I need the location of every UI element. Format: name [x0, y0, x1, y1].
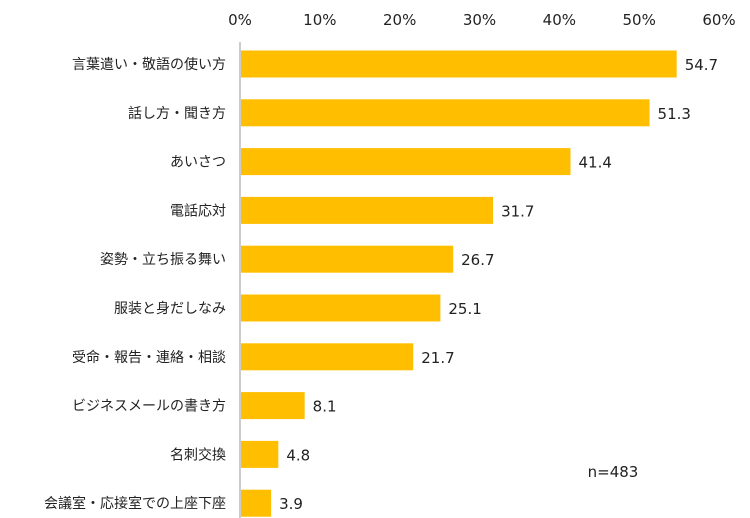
category-label: 姿勢・立ち振る舞い	[100, 252, 226, 268]
bar-value-label: 51.3	[658, 105, 691, 123]
x-tick-label: 50%	[622, 11, 655, 29]
bar-value-label: 41.4	[579, 154, 612, 172]
bar	[241, 196, 494, 224]
category-label: 受命・報告・連絡・相談	[72, 349, 226, 366]
bar	[241, 294, 441, 322]
bar	[241, 392, 305, 420]
category-labels: 言葉遣い・敬語の使い方話し方・聞き方あいさつ電話応対姿勢・立ち振る舞い服装と身だ…	[44, 56, 226, 512]
bar-value-label: 3.9	[279, 495, 303, 513]
category-label: 会議室・応接室での上座下座	[44, 495, 226, 512]
category-label: ビジネスメールの書き方	[72, 399, 226, 415]
x-axis-ticks: 0% 10% 20% 30% 40% 50% 60%	[228, 11, 736, 29]
category-label: 言葉遣い・敬語の使い方	[72, 56, 226, 73]
x-tick-label: 20%	[383, 11, 416, 29]
bar-value-label: 26.7	[461, 251, 494, 269]
bar-value-label: 21.7	[421, 349, 454, 367]
bar	[241, 343, 414, 371]
x-tick-label: 40%	[543, 11, 576, 29]
category-label: 話し方・聞き方	[128, 105, 226, 122]
x-tick-label: 30%	[463, 11, 496, 29]
bar-value-label: 31.7	[501, 202, 534, 220]
bar	[241, 99, 650, 127]
value-labels: 54.7 51.3 41.4 31.7 26.7 25.1 21.7 8.1 4.8 3.9	[279, 56, 718, 513]
x-tick-label: 10%	[303, 11, 336, 29]
category-label: あいさつ	[170, 155, 226, 171]
x-tick-label: 60%	[702, 11, 735, 29]
category-label: 電話応対	[170, 202, 226, 219]
category-label: 服装と身だしなみ	[114, 301, 226, 317]
bar	[241, 489, 272, 517]
bar-value-label: 4.8	[286, 446, 310, 464]
bar-value-label: 54.7	[685, 56, 718, 74]
bar	[241, 440, 279, 468]
bar	[241, 245, 454, 273]
category-label: 名刺交換	[170, 446, 226, 463]
bars	[241, 50, 677, 517]
bar-value-label: 8.1	[313, 398, 337, 416]
bar-value-label: 25.1	[448, 300, 481, 318]
bar	[241, 50, 677, 78]
bar	[241, 148, 571, 176]
x-tick-label: 0%	[228, 11, 252, 29]
sample-size-note: n=483	[588, 463, 639, 481]
